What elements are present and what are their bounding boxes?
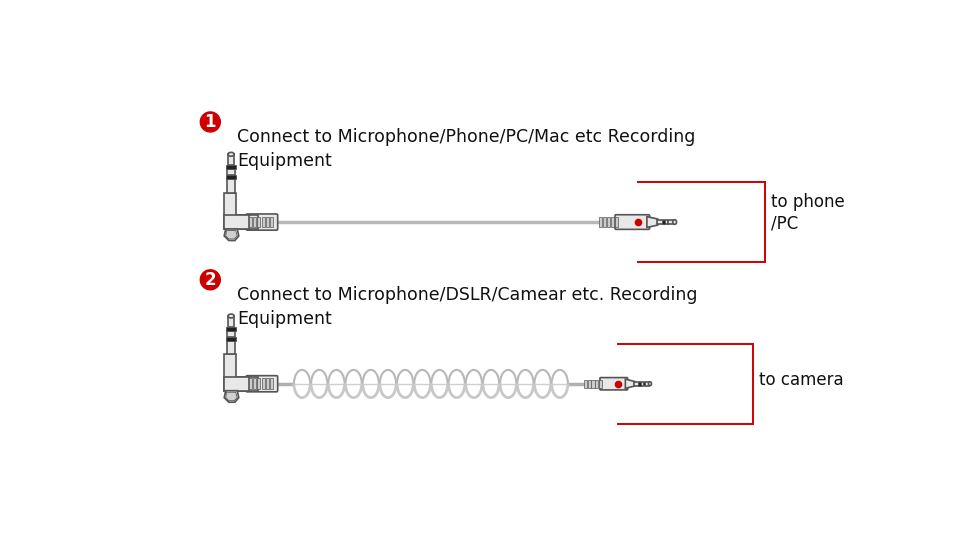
- Bar: [639, 382, 641, 386]
- FancyBboxPatch shape: [246, 214, 278, 230]
- Polygon shape: [224, 391, 239, 402]
- Bar: [257, 217, 261, 227]
- Ellipse shape: [228, 314, 234, 318]
- Polygon shape: [232, 377, 258, 391]
- Bar: [667, 220, 668, 224]
- Bar: [262, 378, 265, 389]
- Bar: [610, 217, 614, 227]
- Polygon shape: [225, 231, 237, 239]
- Bar: [226, 165, 236, 169]
- Circle shape: [201, 270, 221, 290]
- Ellipse shape: [672, 220, 676, 224]
- Polygon shape: [647, 217, 658, 227]
- Polygon shape: [232, 215, 258, 229]
- Polygon shape: [225, 392, 237, 401]
- Text: 2: 2: [204, 271, 216, 289]
- Bar: [599, 217, 603, 227]
- FancyBboxPatch shape: [600, 378, 627, 390]
- Bar: [587, 380, 591, 387]
- Polygon shape: [224, 229, 239, 241]
- Text: 1: 1: [204, 113, 216, 131]
- Bar: [226, 337, 236, 341]
- Text: Connect to Microphone/Phone/PC/Mac etc Recording
Equipment: Connect to Microphone/Phone/PC/Mac etc R…: [237, 128, 695, 170]
- Bar: [253, 217, 256, 227]
- Bar: [270, 217, 273, 227]
- Bar: [265, 378, 269, 389]
- Bar: [265, 217, 269, 227]
- Polygon shape: [224, 355, 237, 391]
- Bar: [615, 217, 618, 227]
- Bar: [663, 220, 665, 224]
- Bar: [227, 179, 235, 193]
- Polygon shape: [224, 377, 249, 391]
- Bar: [599, 380, 603, 387]
- Bar: [226, 175, 236, 179]
- FancyBboxPatch shape: [246, 376, 278, 392]
- Bar: [591, 380, 595, 387]
- Ellipse shape: [228, 152, 234, 156]
- Bar: [228, 316, 234, 327]
- Bar: [634, 382, 649, 386]
- Ellipse shape: [648, 382, 651, 386]
- Bar: [643, 382, 645, 385]
- Polygon shape: [224, 215, 249, 229]
- Bar: [270, 378, 273, 389]
- Bar: [253, 378, 256, 389]
- Bar: [606, 217, 610, 227]
- Circle shape: [201, 112, 221, 132]
- Bar: [657, 220, 674, 224]
- FancyBboxPatch shape: [615, 215, 649, 230]
- Bar: [595, 380, 599, 387]
- Text: to phone
/PC: to phone /PC: [771, 193, 844, 233]
- Bar: [249, 378, 252, 389]
- Bar: [227, 331, 235, 337]
- Bar: [226, 327, 236, 331]
- Polygon shape: [224, 193, 237, 229]
- Polygon shape: [626, 379, 634, 388]
- Text: Connect to Microphone/DSLR/Camear etc. Recording
Equipment: Connect to Microphone/DSLR/Camear etc. R…: [237, 286, 698, 327]
- Bar: [227, 169, 235, 175]
- Bar: [262, 217, 265, 227]
- Bar: [228, 154, 234, 165]
- Bar: [603, 217, 606, 227]
- Bar: [584, 380, 586, 387]
- Text: to camera: to camera: [759, 371, 844, 389]
- Bar: [227, 341, 235, 355]
- Bar: [249, 217, 252, 227]
- Bar: [257, 378, 261, 389]
